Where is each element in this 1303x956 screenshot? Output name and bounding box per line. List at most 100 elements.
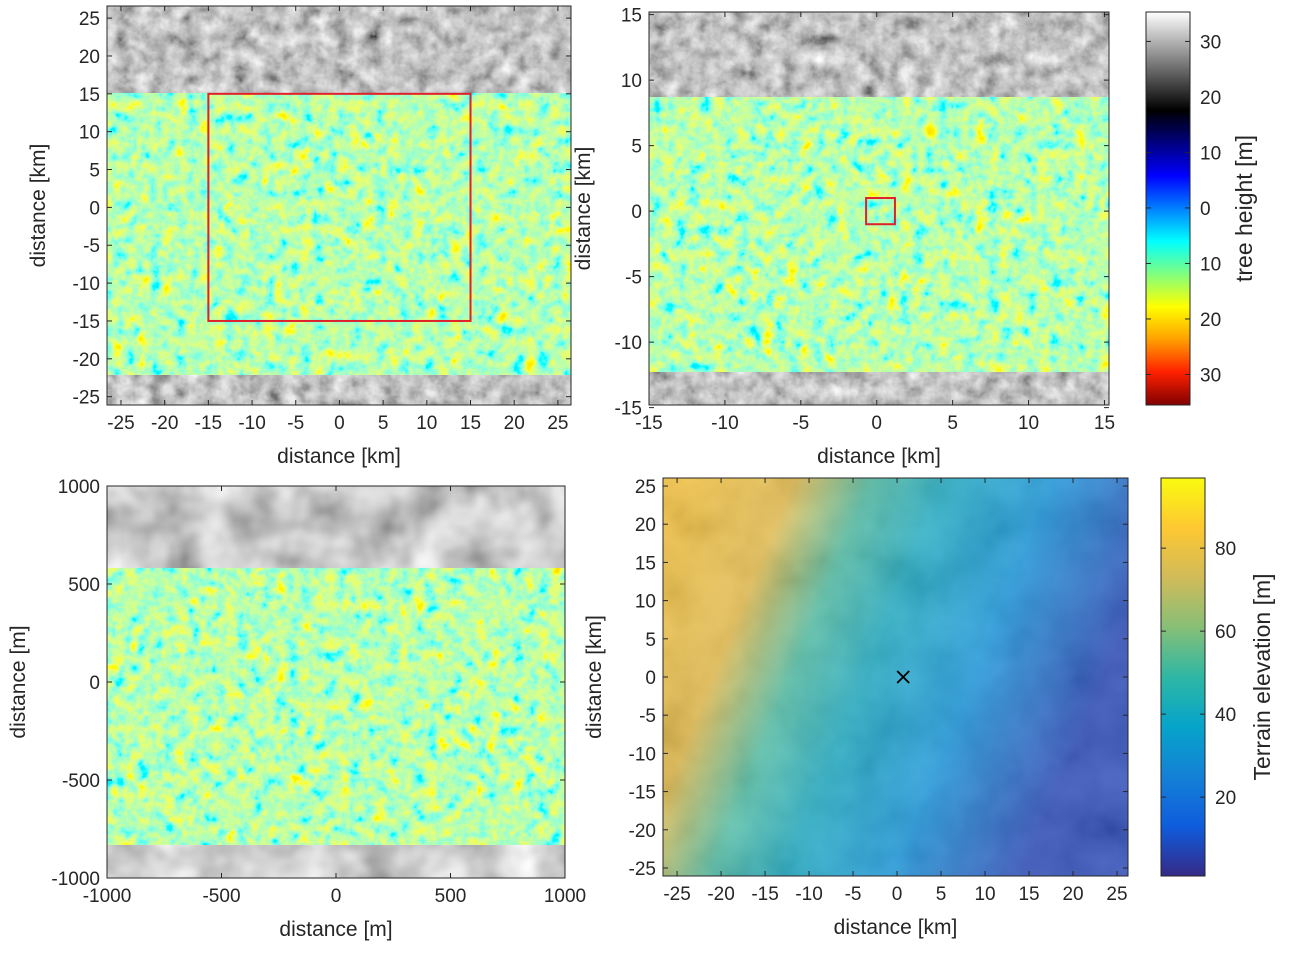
- x-tick-label: -20: [707, 884, 734, 905]
- x-tick-label: -10: [238, 413, 265, 434]
- y-tick-label: 0: [89, 673, 100, 694]
- x-tick-label: 15: [460, 413, 481, 434]
- x-tick-label: -500: [202, 886, 240, 907]
- panel-1-image: [107, 6, 571, 405]
- x-tick-label: 15: [1094, 413, 1115, 434]
- y-tick-label: -25: [629, 859, 656, 880]
- colorbar-tick-label: 80: [1215, 539, 1236, 560]
- y-tick-label: -5: [83, 236, 100, 257]
- x-tick-label: 25: [547, 413, 568, 434]
- y-tick-label: 10: [621, 71, 642, 92]
- x-tick-label: 5: [947, 413, 958, 434]
- panel-4-image: [663, 478, 1128, 876]
- x-tick-label: -1000: [83, 886, 132, 907]
- y-tick-label: -10: [73, 274, 100, 295]
- y-tick-label: -10: [615, 333, 642, 354]
- y-tick-label: -15: [629, 783, 656, 804]
- y-tick-label: 5: [631, 137, 642, 158]
- x-tick-label: -15: [751, 884, 778, 905]
- y-tick-label: 0: [645, 668, 656, 689]
- panel-3-image: [107, 486, 565, 878]
- x-tick-label: 1000: [544, 886, 586, 907]
- x-tick-label: 20: [1062, 884, 1083, 905]
- y-tick-label: 10: [79, 123, 100, 144]
- y-tick-label: 20: [79, 47, 100, 68]
- location-marker: [896, 670, 910, 684]
- y-tick-label: 500: [68, 575, 100, 596]
- y-tick-label: 15: [635, 553, 656, 574]
- y-tick-label: -1000: [51, 869, 100, 890]
- x-tick-label: -5: [287, 413, 304, 434]
- x-tick-label: 0: [334, 413, 345, 434]
- x-tick-label: -20: [151, 413, 178, 434]
- y-tick-label: 15: [79, 85, 100, 106]
- x-tick-label: 10: [1018, 413, 1039, 434]
- x-tick-label: 0: [892, 884, 903, 905]
- x-tick-label: -10: [795, 884, 822, 905]
- colorbar-label: tree height [m]: [1231, 135, 1257, 282]
- x-tick-label: -25: [107, 413, 134, 434]
- axes: -25 -20 -15 -10 -5 0 5 10 15 20 25 -25 -20 -15 -10 -5 0 5…: [7, 5, 1275, 941]
- x-axis-label: distance [m]: [279, 918, 392, 941]
- y-tick-label: 0: [631, 202, 642, 223]
- x-tick-label: 15: [1018, 884, 1039, 905]
- y-tick-label: -500: [62, 771, 100, 792]
- colorbar-tick-label: 0: [1200, 199, 1211, 220]
- y-tick-label: -10: [629, 744, 656, 765]
- y-tick-label: -20: [73, 350, 100, 371]
- y-tick-label: -5: [625, 268, 642, 289]
- colorbar-tick-label: 10: [1200, 143, 1221, 164]
- y-tick-label: -25: [73, 388, 100, 409]
- y-tick-label: -15: [615, 399, 642, 420]
- colorbar-tick-label: 10: [1200, 254, 1221, 275]
- highlight-box: [865, 197, 896, 226]
- panel-2-image: [649, 12, 1109, 405]
- y-tick-label: -5: [639, 706, 656, 727]
- y-tick-label: 25: [635, 477, 656, 498]
- y-tick-label: 25: [79, 9, 100, 30]
- x-tick-label: 10: [416, 413, 437, 434]
- y-tick-label: 15: [621, 6, 642, 27]
- x-tick-label: 5: [936, 884, 947, 905]
- x-tick-label: -25: [663, 884, 690, 905]
- x-tick-label: 0: [871, 413, 882, 434]
- y-tick-label: 5: [89, 161, 100, 182]
- x-axis-label: distance [km]: [277, 445, 401, 468]
- x-tick-label: -5: [845, 884, 862, 905]
- y-tick-label: 20: [635, 515, 656, 536]
- x-tick-label: 500: [435, 886, 467, 907]
- x-tick-label: -5: [792, 413, 809, 434]
- colorbar-tick-label: 30: [1200, 32, 1221, 53]
- y-axis-label: distance [m]: [7, 625, 30, 738]
- colorbar-label: Terrain elevation [m]: [1249, 573, 1275, 780]
- colorbar-tick-label: 40: [1215, 705, 1236, 726]
- highlight-box: [207, 92, 472, 322]
- x-tick-label: 25: [1106, 884, 1127, 905]
- x-tick-label: 5: [378, 413, 389, 434]
- colorbar-tick-label: 20: [1200, 310, 1221, 331]
- y-tick-label: -15: [73, 312, 100, 333]
- y-tick-label: 5: [645, 630, 656, 651]
- y-tick-label: -20: [629, 821, 656, 842]
- colorbar-tick-label: 20: [1200, 88, 1221, 109]
- y-axis-label: distance [km]: [27, 144, 50, 268]
- colorbar: [1160, 477, 1206, 877]
- x-axis-label: distance [km]: [817, 445, 941, 468]
- x-tick-label: 0: [331, 886, 342, 907]
- x-tick-label: -10: [711, 413, 738, 434]
- x-tick-label: -15: [195, 413, 222, 434]
- colorbar: [1145, 11, 1191, 406]
- x-tick-label: -15: [635, 413, 662, 434]
- y-tick-label: 1000: [58, 477, 100, 498]
- colorbar-tick-label: 20: [1215, 788, 1236, 809]
- y-tick-label: 10: [635, 592, 656, 613]
- axes-frame: [648, 11, 1110, 406]
- colorbar-tick-label: 30: [1200, 365, 1221, 386]
- x-tick-label: 10: [974, 884, 995, 905]
- colorbar-tick-label: 60: [1215, 622, 1236, 643]
- y-axis-label: distance [km]: [572, 147, 595, 271]
- x-tick-label: 20: [504, 413, 525, 434]
- y-tick-label: 0: [89, 198, 100, 219]
- y-axis-label: distance [km]: [583, 615, 606, 739]
